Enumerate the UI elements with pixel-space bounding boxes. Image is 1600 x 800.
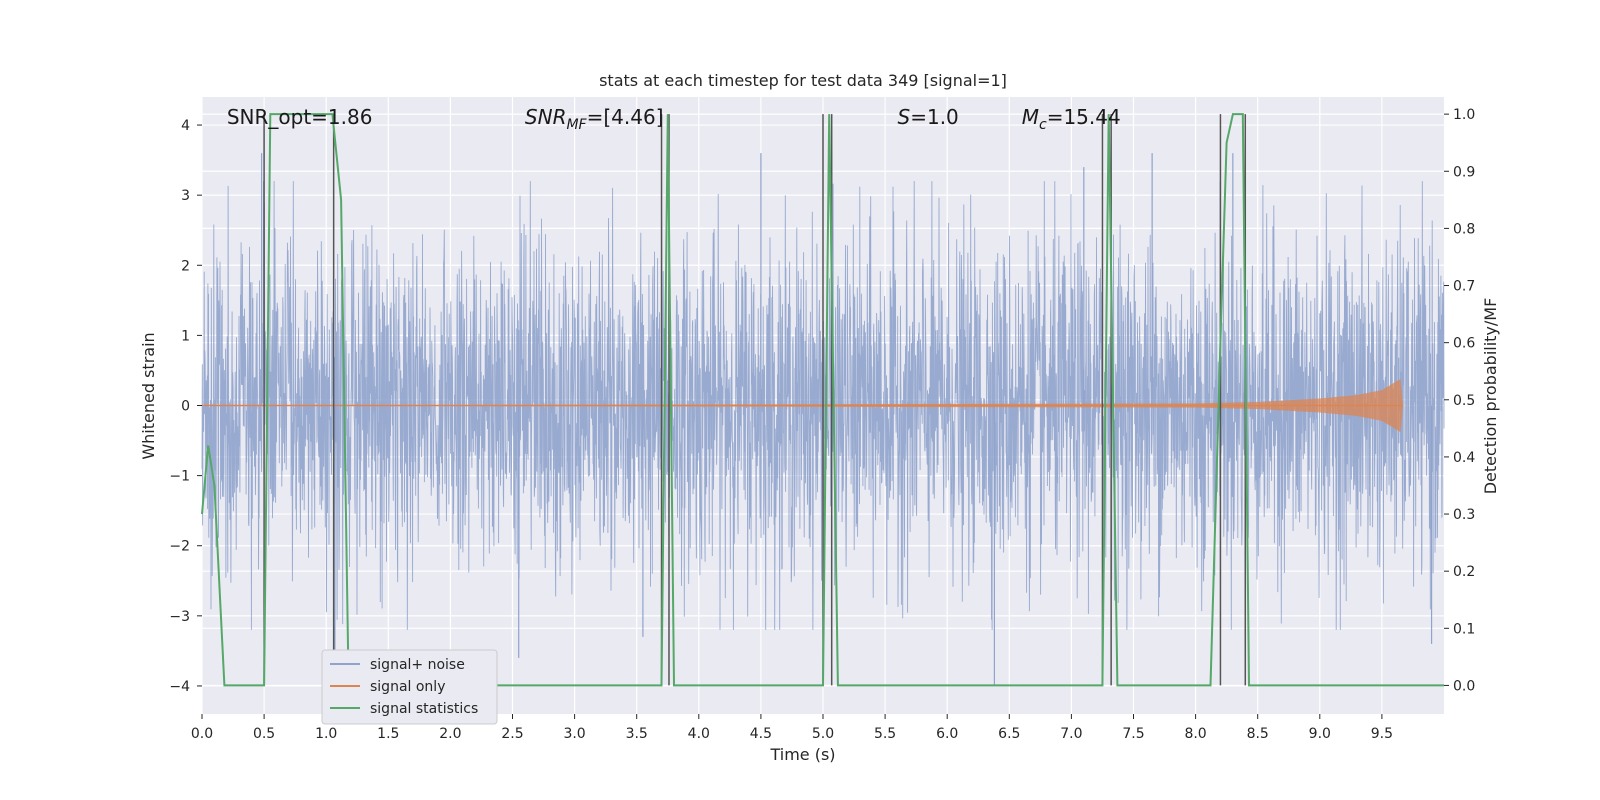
x-axis-label: Time (s) [769, 745, 835, 764]
y-left-tick-label: 0 [181, 399, 190, 415]
x-tick-label: 7.0 [1060, 726, 1082, 742]
signal-statistics-line [201, 113, 1444, 687]
y-right-tick-label: 0.5 [1453, 393, 1475, 409]
x-tick-label: 3.5 [626, 726, 648, 742]
y-axis-left: 4 3 2 1 0 −1 −2 −3 −4 [169, 118, 202, 695]
x-axis: 0.0 0.5 1.0 1.5 2.0 2.5 3.0 3.5 4.0 4.5 5.0 5.5 6.0 6… [191, 714, 1393, 742]
y-left-tick-label: 2 [181, 258, 190, 274]
legend-label-signal-only: signal only [370, 679, 445, 695]
x-tick-label: 5.0 [812, 726, 834, 742]
x-tick-label: 2.0 [439, 726, 461, 742]
y-right-tick-label: 0.8 [1453, 221, 1475, 237]
signal-only-series [202, 378, 1404, 433]
y-right-tick-label: 0.4 [1453, 450, 1475, 466]
y-left-tick-label: −4 [169, 679, 190, 695]
x-tick-label: 6.0 [936, 726, 958, 742]
x-tick-label: 3.0 [563, 726, 585, 742]
legend-label-signal-statistics: signal statistics [370, 701, 478, 717]
x-tick-label: 0.0 [191, 726, 213, 742]
y-right-tick-label: 1.0 [1453, 107, 1475, 123]
x-tick-label: 8.5 [1247, 726, 1269, 742]
y-right-tick-label: 0.1 [1453, 621, 1475, 637]
y-left-tick-label: −1 [169, 469, 190, 485]
y-axis-right-label: Detection probability/MF [1481, 298, 1500, 495]
y-left-tick-label: 4 [181, 118, 190, 134]
x-tick-label: 2.5 [501, 726, 523, 742]
x-tick-label: 4.0 [688, 726, 710, 742]
legend-box [321, 649, 498, 725]
x-tick-label: 1.5 [377, 726, 399, 742]
y-axis-right: 1.0 0.9 0.8 0.7 0.6 0.5 0.4 0.3 0.2 0.1 0.0 [1444, 107, 1475, 694]
annotations: SNR_opt=1.86 SNRMF=[4.46] S=1.0 Mc=15.44 [227, 105, 1121, 133]
y-left-tick-label: −2 [169, 539, 190, 555]
y-right-tick-label: 0.2 [1453, 564, 1475, 580]
y-left-tick-label: 3 [181, 188, 190, 204]
y-left-tick-label: 1 [181, 328, 190, 344]
annotation: SNRMF=[4.46] [525, 105, 664, 133]
x-tick-label: 0.5 [253, 726, 275, 742]
x-tick-label: 8.0 [1184, 726, 1206, 742]
y-right-tick-label: 0.3 [1453, 507, 1475, 523]
y-axis-left-label: Whitened strain [139, 332, 158, 459]
y-right-tick-label: 0.9 [1453, 164, 1475, 180]
legend: signal+ noise signal only signal statist… [321, 649, 498, 725]
x-tick-label: 9.0 [1309, 726, 1331, 742]
annotation: S=1.0 [898, 105, 959, 129]
chart-title: stats at each timestep for test data 349… [599, 71, 1007, 90]
y-right-tick-label: 0.7 [1453, 279, 1475, 295]
signal-statistics-series [201, 113, 1444, 687]
y-left-tick-label: −3 [169, 609, 190, 625]
x-tick-label: 6.5 [998, 726, 1020, 742]
annotation: Mc=15.44 [1022, 105, 1121, 133]
x-tick-label: 7.5 [1122, 726, 1144, 742]
x-tick-label: 5.5 [874, 726, 896, 742]
x-tick-label: 1.0 [315, 726, 337, 742]
annotation: SNR_opt=1.86 [227, 105, 373, 129]
y-right-tick-label: 0.0 [1453, 678, 1475, 694]
signal-only-envelope [202, 378, 1403, 433]
x-tick-label: 4.5 [750, 726, 772, 742]
legend-label-signal-noise: signal+ noise [370, 657, 465, 673]
x-tick-label: 9.5 [1371, 726, 1393, 742]
y-right-tick-label: 0.6 [1453, 336, 1475, 352]
